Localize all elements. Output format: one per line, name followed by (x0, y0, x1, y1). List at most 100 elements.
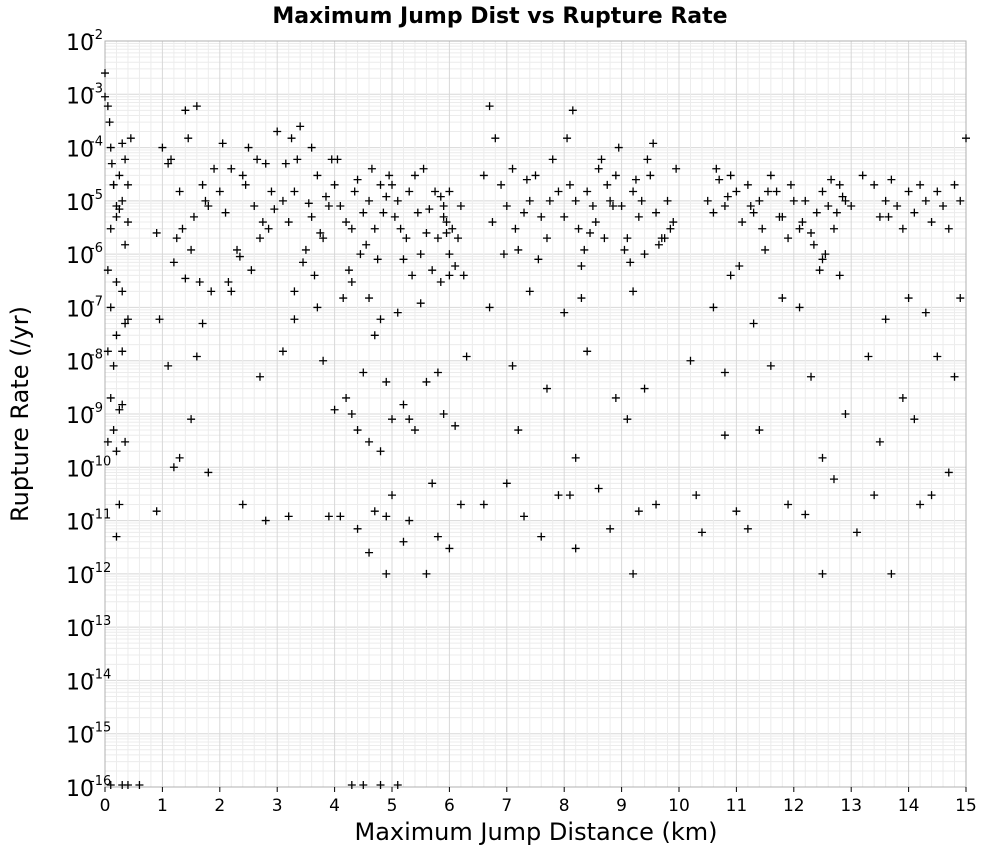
data-point (313, 303, 322, 312)
x-tick-label: 7 (501, 796, 512, 816)
data-point (603, 180, 612, 189)
data-point (109, 426, 118, 435)
data-point (758, 224, 767, 233)
data-point (870, 180, 879, 189)
data-point (126, 134, 135, 143)
data-point (350, 187, 359, 196)
data-point (347, 410, 356, 418)
y-tick-label: 10-8 (66, 348, 103, 376)
data-point (121, 240, 130, 249)
data-point (720, 368, 729, 377)
data-point (939, 202, 948, 211)
data-point (221, 208, 230, 217)
data-point (278, 347, 287, 356)
data-point (786, 180, 795, 189)
plot-area (104, 40, 967, 788)
data-point (499, 250, 508, 259)
data-point (479, 500, 488, 509)
data-point (703, 196, 712, 205)
data-point (324, 202, 333, 211)
data-point (640, 384, 649, 393)
data-point (422, 569, 431, 578)
svg-text:-8: -8 (90, 348, 103, 363)
data-point (101, 69, 109, 78)
data-point (123, 315, 132, 324)
data-point (766, 361, 775, 370)
data-point (916, 180, 925, 189)
data-point (454, 234, 463, 243)
data-point (904, 187, 913, 196)
data-point (388, 180, 396, 189)
data-point (382, 192, 391, 201)
data-point (537, 532, 546, 541)
data-point (565, 491, 574, 500)
svg-text:10: 10 (66, 244, 94, 269)
data-point (445, 250, 454, 259)
svg-text:10: 10 (66, 351, 94, 376)
data-point (167, 155, 176, 164)
data-point (927, 218, 936, 227)
data-point (807, 372, 816, 381)
data-point (795, 303, 804, 312)
data-point (778, 294, 787, 303)
data-point (723, 192, 732, 201)
data-point (244, 143, 253, 152)
data-point (367, 164, 376, 173)
data-point (123, 218, 132, 227)
data-point (405, 516, 414, 525)
data-point (672, 164, 681, 173)
data-point (577, 261, 586, 270)
data-point (852, 528, 861, 537)
data-point (712, 164, 721, 173)
data-point (370, 331, 379, 340)
data-point (304, 199, 313, 208)
data-point (870, 491, 879, 500)
data-point (620, 245, 629, 254)
data-point (921, 196, 930, 205)
data-point (362, 240, 371, 249)
data-point (281, 159, 290, 168)
data-point (560, 308, 569, 317)
data-point (887, 175, 896, 184)
data-point (910, 208, 919, 217)
data-point (178, 224, 187, 233)
data-point (646, 171, 655, 180)
data-point (399, 255, 408, 264)
y-tick-label: 10-10 (66, 454, 111, 482)
data-point (189, 212, 198, 221)
data-point (898, 393, 907, 402)
data-point (428, 479, 437, 488)
data-point (838, 192, 847, 201)
data-point (835, 271, 844, 280)
data-point (761, 245, 770, 254)
svg-text:10: 10 (66, 404, 94, 429)
data-point (600, 234, 609, 243)
data-point (743, 180, 752, 189)
data-point (608, 202, 617, 211)
data-point (112, 331, 121, 340)
data-point (525, 287, 534, 296)
data-point (594, 164, 603, 173)
data-point (812, 208, 821, 217)
data-point (502, 479, 511, 488)
svg-text:-13: -13 (90, 614, 111, 629)
data-point (898, 224, 907, 233)
data-point (422, 228, 431, 237)
data-point (583, 187, 592, 196)
data-point (419, 164, 428, 173)
data-point (534, 255, 543, 264)
data-point (284, 512, 293, 521)
data-point (365, 437, 374, 446)
data-point (660, 234, 669, 243)
data-point (296, 122, 305, 131)
data-point (118, 347, 127, 356)
x-tick-label: 4 (329, 796, 340, 816)
svg-text:-16: -16 (90, 774, 111, 789)
data-point (709, 303, 718, 312)
data-point (115, 500, 124, 509)
x-tick-label: 11 (726, 796, 748, 816)
data-point (399, 537, 408, 546)
data-point (451, 421, 460, 430)
data-point (818, 255, 827, 264)
data-point (442, 218, 451, 227)
